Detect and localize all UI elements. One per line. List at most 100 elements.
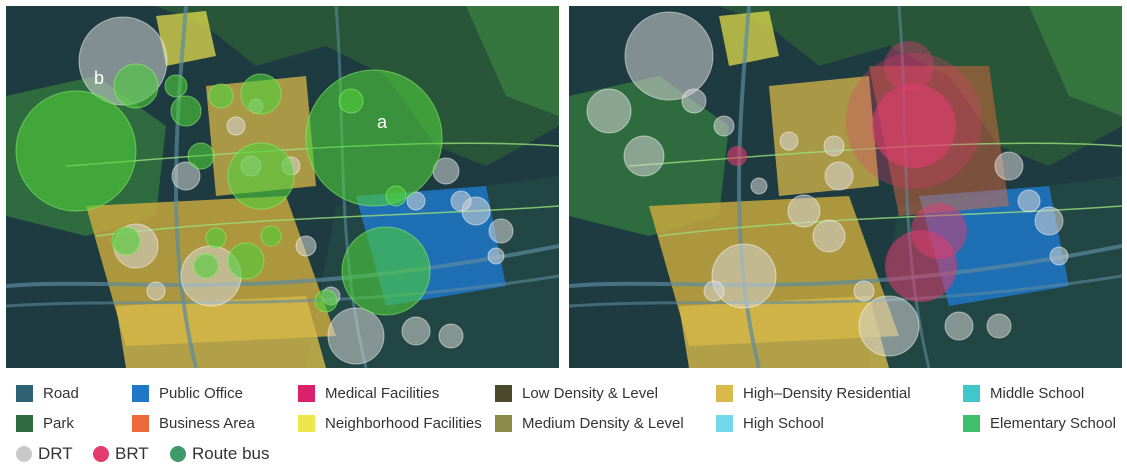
legend-label: Public Office	[159, 384, 243, 402]
map-canvas-left: a b	[6, 6, 559, 368]
medical-facilities-swatch	[298, 384, 315, 402]
middle-school-swatch	[963, 384, 980, 402]
legend-item-elementary-school: Elementary School	[963, 412, 1116, 434]
legend-item-route-bus: Route bus	[170, 443, 270, 465]
drt-bubble	[944, 311, 974, 341]
legend-label: BRT	[115, 444, 149, 463]
map-panel-drt-route-bus: a b	[6, 6, 559, 368]
legend-item-low-density: Low Density & Level	[495, 382, 658, 404]
drt-bubble	[1017, 189, 1041, 213]
legend-item-medical-facilities: Medical Facilities	[298, 382, 439, 404]
drt-bubble	[327, 307, 385, 365]
route-bus-bubble	[164, 74, 188, 98]
drt-bubble	[711, 243, 777, 309]
legend-item-brt: BRT	[93, 443, 149, 465]
legend-label: Middle School	[990, 384, 1085, 402]
low-density-swatch	[495, 384, 512, 402]
drt-bubble	[488, 218, 514, 244]
drt-bubble	[812, 219, 846, 253]
legend-label: Elementary School	[990, 414, 1116, 432]
marker-a: a	[377, 112, 388, 132]
legend-label: Medium Density & Level	[522, 414, 684, 432]
route-bus-bubble	[240, 73, 282, 115]
marker-b: b	[94, 68, 104, 88]
route-bus-bubble	[227, 142, 295, 210]
drt-bubble	[623, 135, 665, 177]
legend-item-medium-density: Medium Density & Level	[495, 412, 684, 434]
drt-bubble	[750, 177, 768, 195]
route-bus-bubble	[314, 289, 338, 313]
route-bus-bubble	[305, 69, 443, 207]
legend-label: Medical Facilities	[325, 384, 440, 402]
drt-bubble	[295, 235, 317, 257]
legend-label: Neighborhood Facilities	[325, 414, 482, 432]
drt-dot-icon	[16, 446, 32, 462]
drt-bubble	[1049, 246, 1069, 266]
route-bus-bubble	[341, 226, 431, 316]
public-office-swatch	[132, 384, 149, 402]
drt-bubble	[787, 194, 821, 228]
drt-bubbles	[586, 11, 1069, 357]
legend-item-public-office: Public Office	[132, 382, 243, 404]
drt-bubble	[171, 161, 201, 191]
legend-label: Business Area	[159, 414, 255, 432]
high-school-swatch	[716, 414, 733, 432]
route-bus-bubble	[187, 142, 215, 170]
map-canvas-right	[569, 6, 1122, 368]
legend-item-business-area: Business Area	[132, 412, 255, 434]
legend-label: High School	[743, 414, 824, 432]
drt-bubble	[487, 247, 505, 265]
route-bus-bubble	[227, 242, 265, 280]
drt-bubble	[779, 131, 799, 151]
drt-bubble	[703, 280, 725, 302]
drt-bubble	[586, 88, 632, 134]
legend-label: High–Density Residential	[743, 384, 911, 402]
brt-dot-icon	[93, 446, 109, 462]
legend-label: Road	[43, 384, 79, 402]
route-bus-bubble	[111, 226, 141, 256]
drt-bubble	[226, 116, 246, 136]
brt-bubbles	[727, 41, 982, 302]
drt-bubble	[994, 151, 1024, 181]
drt-bubble	[681, 88, 707, 114]
drt-bubble	[986, 313, 1012, 339]
legend-label: DRT	[38, 444, 73, 463]
drt-bubble	[401, 316, 431, 346]
route-bus-bubble	[15, 90, 137, 212]
legend-item-drt: DRT	[16, 443, 73, 465]
drt-bubble	[823, 135, 845, 157]
map-panel-drt-brt	[569, 6, 1122, 368]
legend-item-neighborhood-facilities: Neighborhood Facilities	[298, 412, 482, 434]
legend-item-park: Park	[16, 412, 74, 434]
brt-bubble	[872, 84, 956, 168]
business-area-swatch	[132, 414, 149, 432]
brt-bubble	[911, 203, 967, 259]
drt-bubble	[858, 295, 920, 357]
route-bus-bubble	[205, 227, 227, 249]
high-density-residential-swatch	[716, 384, 733, 402]
route-bus-bubble	[170, 95, 202, 127]
legend-item-middle-school: Middle School	[963, 382, 1084, 404]
route-bus-bubble	[260, 225, 282, 247]
map-legend: Road Park Public Office Business Area Me…	[0, 372, 1127, 470]
legend-item-high-density-residential: High–Density Residential	[716, 382, 911, 404]
brt-bubble	[884, 41, 934, 91]
drt-bubble	[1034, 206, 1064, 236]
medium-density-swatch	[495, 414, 512, 432]
route-bus-bubble	[338, 88, 364, 114]
route-bus-bubble	[193, 253, 219, 279]
drt-bubble	[824, 161, 854, 191]
legend-item-high-school: High School	[716, 412, 824, 434]
neighborhood-facilities-swatch	[298, 414, 315, 432]
drt-bubble	[853, 280, 875, 302]
drt-bubble	[438, 323, 464, 349]
drt-bubble	[624, 11, 714, 101]
legend-item-road: Road	[16, 382, 79, 404]
route-bus-dot-icon	[170, 446, 186, 462]
drt-bubble	[450, 190, 472, 212]
road-swatch	[16, 384, 33, 402]
route-bus-bubble	[208, 83, 234, 109]
elementary-school-swatch	[963, 414, 980, 432]
legend-label: Route bus	[192, 444, 270, 463]
drt-bubble	[146, 281, 166, 301]
